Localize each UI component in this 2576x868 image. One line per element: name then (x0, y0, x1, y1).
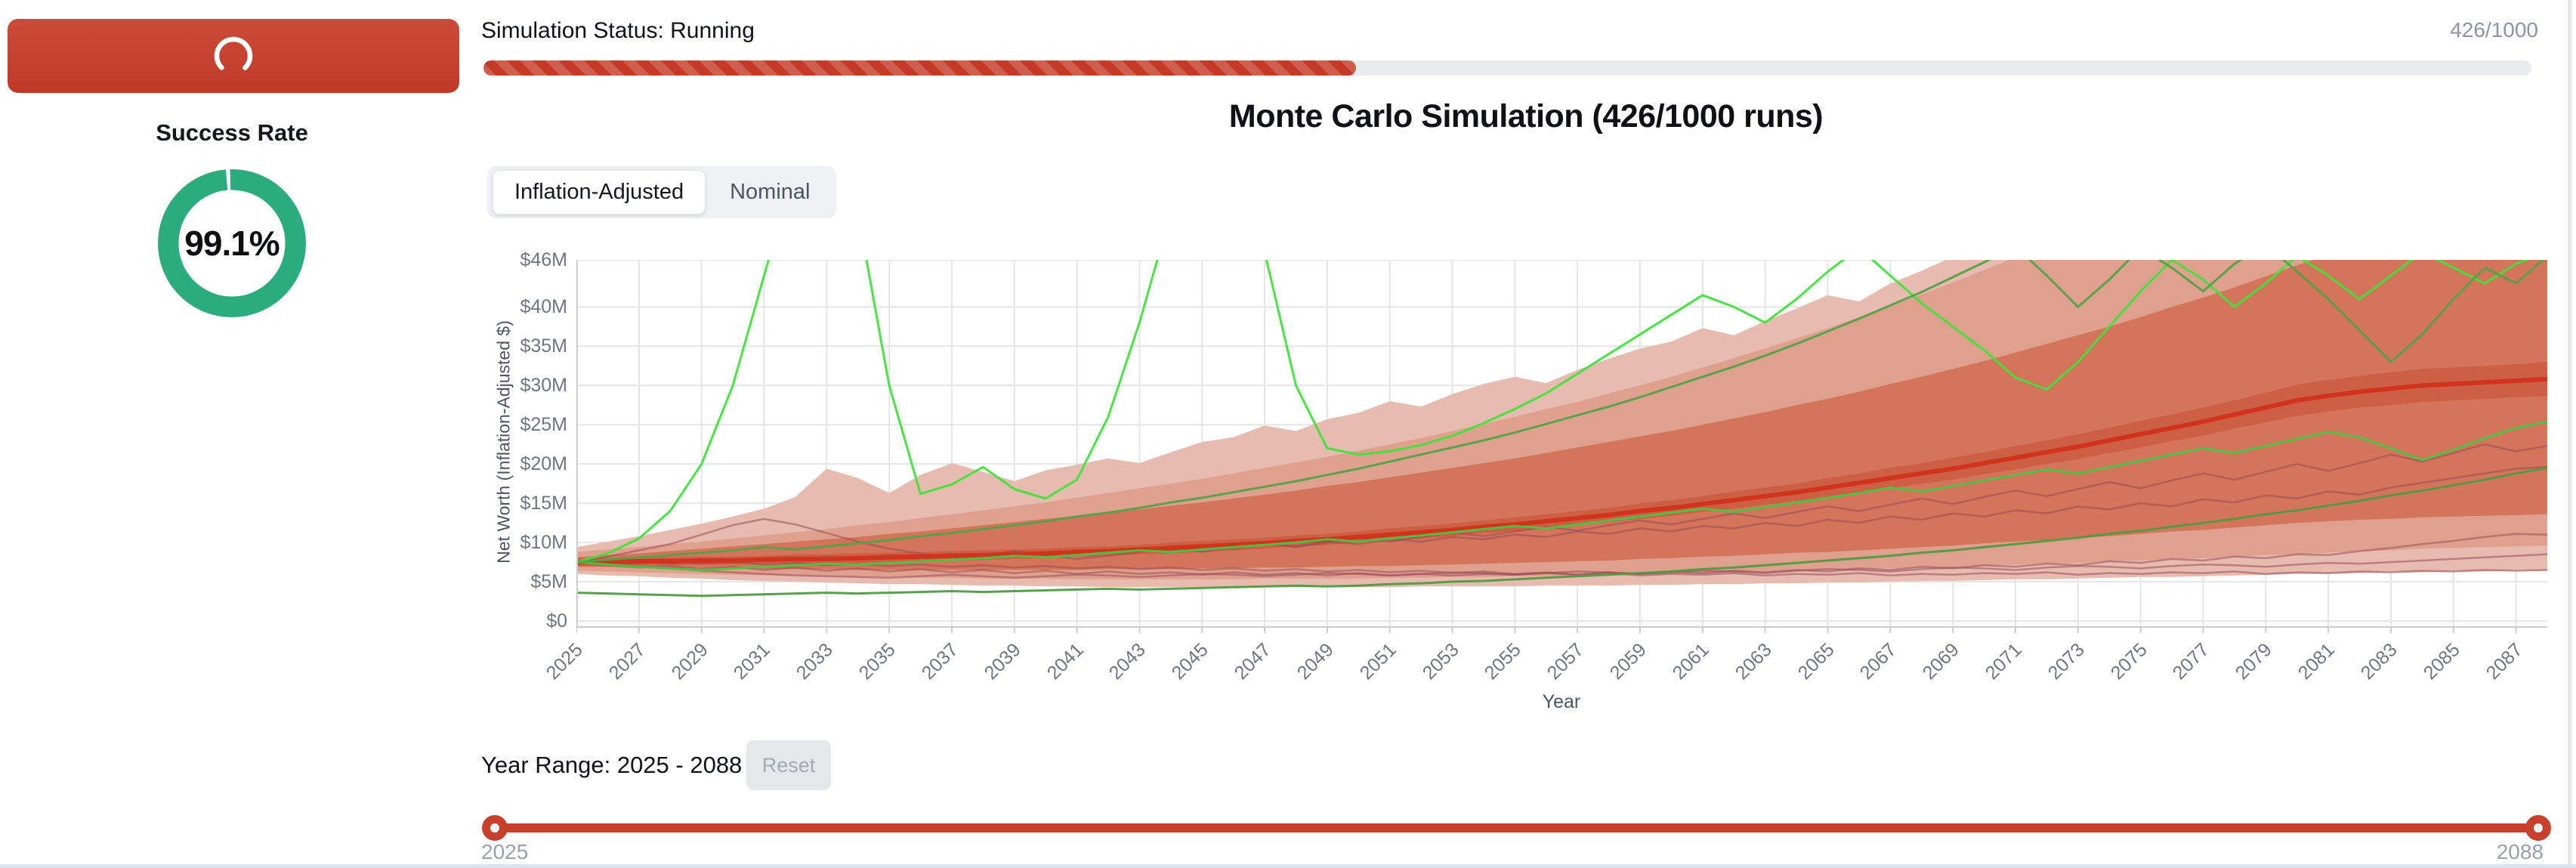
x-tick-label: 2027 (604, 639, 650, 684)
slider-max-label: 2088 (2496, 840, 2544, 863)
y-tick-label: $40M (520, 296, 567, 318)
scrollbar-track[interactable] (2568, 0, 2571, 868)
y-tick-label: $5M (530, 571, 567, 593)
x-tick-label: 2073 (2043, 639, 2089, 684)
reset-year-range-button[interactable]: Reset (746, 740, 831, 790)
y-tick-label: $20M (520, 453, 567, 475)
run-simulation-button[interactable] (8, 19, 459, 93)
progress-bar-fill (483, 60, 1356, 76)
chart-title: Monte Carlo Simulation (426/1000 runs) (1228, 98, 1824, 134)
x-axis-title: Year (1542, 691, 1581, 712)
x-tick-label: 2085 (2419, 639, 2464, 684)
simulation-progress-bar (483, 60, 2531, 76)
slider-handle-max[interactable] (2525, 815, 2551, 841)
x-tick-label: 2041 (1042, 639, 1088, 684)
x-tick-label: 2031 (730, 639, 775, 684)
x-tick-label: 2037 (917, 639, 962, 684)
tab-nominal[interactable]: Nominal (730, 180, 811, 204)
x-tick-label: 2035 (854, 639, 900, 684)
x-tick-label: 2033 (792, 639, 838, 684)
progress-count: 426/1000 (2450, 18, 2538, 42)
x-tick-label: 2025 (542, 639, 587, 684)
y-tick-label: $15M (520, 493, 567, 514)
x-tick-label: 2039 (980, 639, 1025, 684)
x-tick-label: 2043 (1105, 639, 1151, 684)
slider-min-label: 2025 (481, 840, 529, 863)
success-rate-value: 99.1% (184, 224, 280, 263)
x-tick-label: 2029 (667, 639, 712, 684)
year-range-label: Year Range: 2025 - 2088 (481, 752, 743, 778)
y-tick-label: $0 (546, 610, 567, 632)
y-tick-label: $46M (520, 249, 567, 270)
x-tick-label: 2081 (2293, 639, 2339, 684)
loading-spinner-icon (214, 36, 253, 76)
y-tick-label: $35M (520, 335, 567, 357)
chart-plot[interactable] (576, 260, 2547, 635)
x-tick-label: 2087 (2482, 639, 2527, 684)
slider-handle-min[interactable] (482, 815, 508, 841)
x-tick-label: 2071 (1981, 639, 2026, 684)
y-tick-label: $30M (520, 375, 567, 397)
x-tick-label: 2079 (2231, 639, 2277, 684)
x-tick-label: 2075 (2106, 639, 2151, 684)
x-tick-label: 2083 (2356, 639, 2401, 684)
success-rate-gauge: 99.1% (158, 169, 306, 317)
display-mode-tabs: Inflation-Adjusted Nominal (487, 166, 837, 218)
slider-track[interactable] (483, 823, 2550, 832)
y-tick-label: $10M (520, 532, 567, 554)
y-tick-label: $25M (520, 414, 567, 436)
success-rate-label: Success Rate (156, 119, 308, 146)
success-rate-ring (158, 169, 306, 317)
tab-inflation-adjusted[interactable]: Inflation-Adjusted (493, 170, 706, 215)
simulation-status-text: Simulation Status: Running (481, 18, 755, 43)
x-tick-label: 2077 (2169, 639, 2214, 684)
year-range-slider[interactable] (482, 814, 2551, 842)
panel-bottom-edge (0, 864, 2576, 868)
